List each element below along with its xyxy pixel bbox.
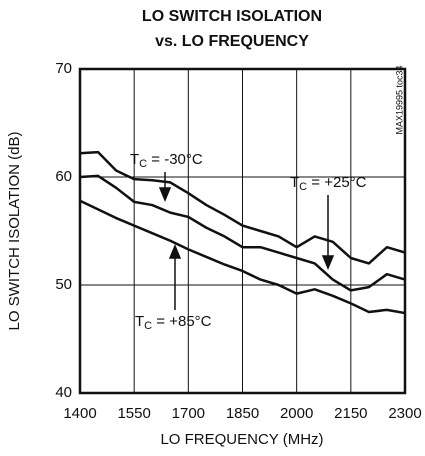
series-line <box>79 199 406 315</box>
chart-title: vs. LO FREQUENCY <box>155 33 309 50</box>
plot-frame <box>78 67 407 395</box>
x-tick-label: 1850 <box>226 405 259 422</box>
x-axis-label: LO FREQUENCY (MHz) <box>160 431 323 448</box>
x-tick-label: 2150 <box>334 405 367 422</box>
arrow-head <box>168 244 182 259</box>
series-label: TC = +85°C <box>135 313 212 332</box>
arrow-head <box>158 187 172 202</box>
chart-title: LO SWITCH ISOLATION <box>142 8 322 25</box>
label-part: T <box>135 313 144 330</box>
x-tick-label: 2000 <box>280 405 313 422</box>
y-tick-label: 60 <box>55 168 72 185</box>
y-tick-label: 50 <box>55 276 72 293</box>
label-part: T <box>130 151 139 168</box>
label-part: C <box>299 181 307 193</box>
label-part: C <box>139 158 147 170</box>
label-part: T <box>290 174 299 191</box>
x-tick-label: 2300 <box>388 405 421 422</box>
label-part: = +85°C <box>152 313 212 330</box>
series-label: TC = -30°C <box>130 151 203 170</box>
series-line <box>79 150 406 265</box>
y-tick-label: 70 <box>55 60 72 77</box>
label-part: = -30°C <box>147 151 203 168</box>
arrow-head <box>321 255 335 270</box>
side-note: MAX19995 toc34 <box>394 65 404 134</box>
label-part: = +25°C <box>307 174 367 191</box>
series-label: TC = +25°C <box>290 174 367 193</box>
y-axis-label: LO SWITCH ISOLATION (dB) <box>6 132 23 331</box>
y-tick-label: 40 <box>55 384 72 401</box>
x-tick-label: 1700 <box>172 405 205 422</box>
x-tick-label: 1400 <box>63 405 96 422</box>
series-line <box>79 174 406 292</box>
x-tick-label: 1550 <box>117 405 150 422</box>
label-part: C <box>144 320 152 332</box>
arrows <box>158 172 335 310</box>
